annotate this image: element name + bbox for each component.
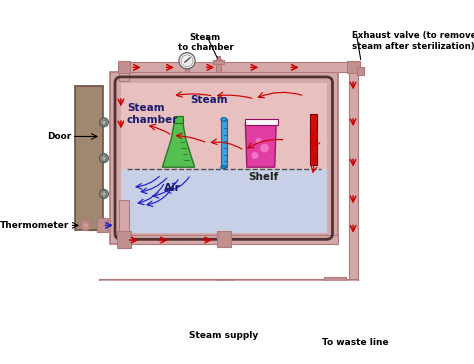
Text: Shelf: Shelf [248,172,279,182]
Text: To waste line: To waste line [322,339,389,348]
Circle shape [100,190,109,198]
Bar [119,62,349,72]
Circle shape [260,144,269,153]
Bar [119,200,129,245]
Bar [213,60,224,64]
Bar [174,116,183,123]
Text: Steam
chamber: Steam chamber [127,103,178,125]
Text: Air: Air [164,183,181,193]
Circle shape [179,53,195,69]
Bar [349,289,358,333]
Bar [217,304,231,308]
Text: Door: Door [47,132,72,141]
Bar [119,62,129,81]
Text: Steam supply: Steam supply [189,331,258,340]
Bar [345,291,362,294]
Bar [117,231,131,248]
Bar [219,289,229,325]
Circle shape [181,55,193,67]
Polygon shape [246,123,276,167]
Bar [97,218,108,232]
Bar [345,296,362,300]
Bar [84,220,110,230]
Ellipse shape [221,166,227,169]
Text: Exhaust valve (to remove
steam after sterilization): Exhaust valve (to remove steam after ste… [352,31,474,51]
Bar [221,302,228,310]
Bar [245,119,278,124]
Bar [74,87,102,230]
Circle shape [251,152,259,159]
Bar [216,279,233,294]
Bar [324,277,346,291]
Bar [221,119,227,167]
Bar [84,220,110,230]
Bar [121,169,327,233]
Bar [217,56,220,60]
Bar [347,61,360,73]
Bar [110,72,337,245]
Circle shape [81,220,91,230]
Circle shape [102,192,106,196]
Bar [121,83,327,169]
Bar [118,61,130,73]
Circle shape [102,120,106,124]
Bar [99,279,358,289]
Bar [119,235,337,245]
Bar [347,293,360,303]
Bar [310,114,317,165]
Bar [357,67,364,75]
Bar [217,231,231,247]
Bar [185,61,189,72]
Circle shape [255,138,262,144]
Text: Steam: Steam [191,95,228,104]
Circle shape [82,222,89,228]
Polygon shape [162,123,195,167]
Ellipse shape [221,118,227,121]
Circle shape [102,156,106,160]
Bar [349,62,358,289]
Text: Steam
to chamber: Steam to chamber [178,33,233,52]
Circle shape [100,154,109,163]
Bar [217,59,221,72]
Circle shape [100,118,109,127]
Text: Thermometer: Thermometer [0,221,70,230]
